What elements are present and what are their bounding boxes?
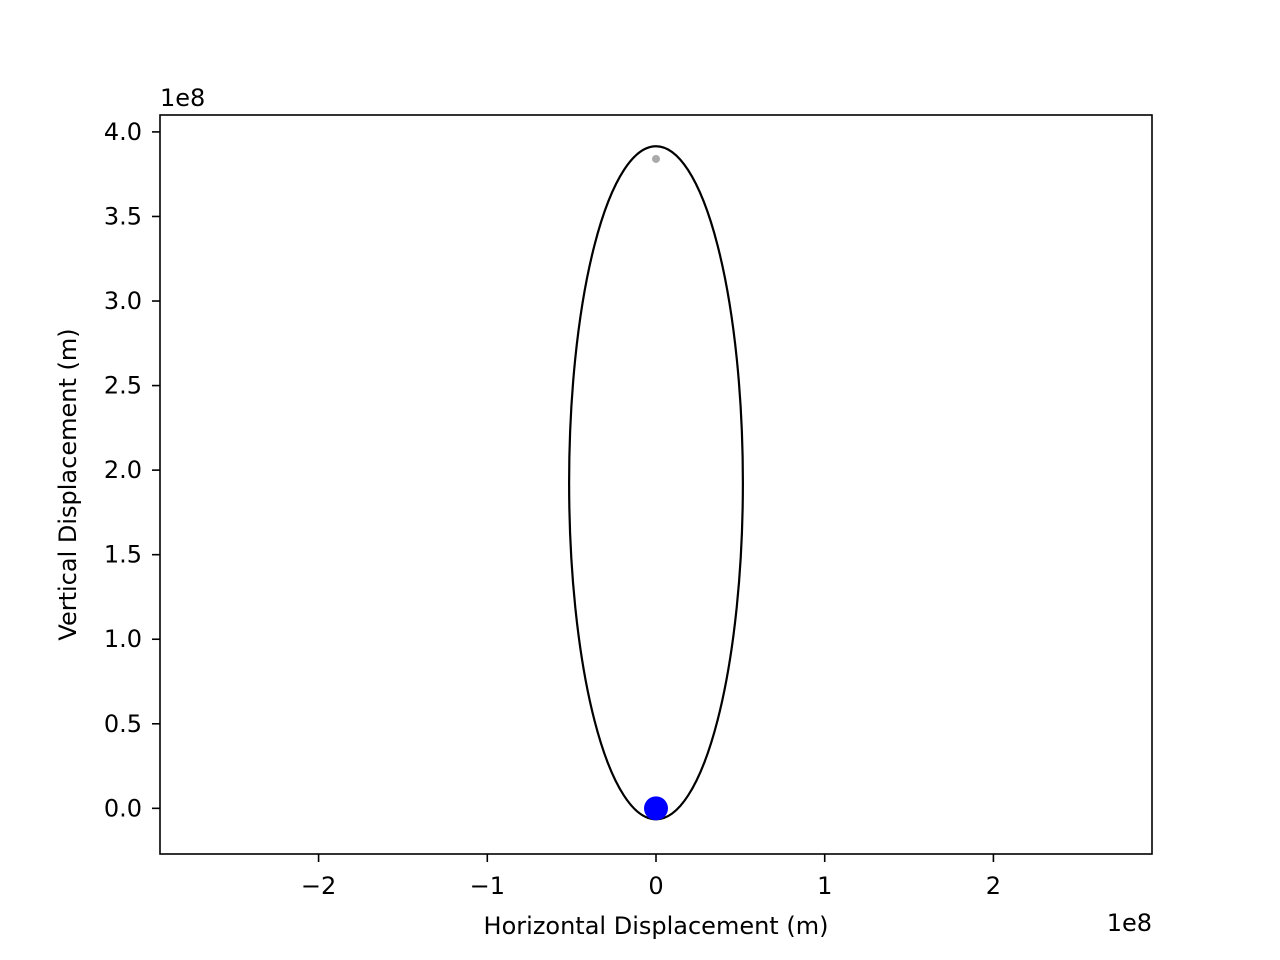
x-tick-label: 2 [986,872,1001,900]
x-axis-offset-text: 1e8 [1107,909,1152,937]
x-tick-label: −1 [470,872,505,900]
plot-marks [568,145,744,821]
x-tick-label: 1 [817,872,832,900]
y-tick-label: 2.5 [104,372,142,400]
y-tick-label: 2.0 [104,456,142,484]
earth-point [644,796,668,821]
y-axis-offset-text: 1e8 [160,84,205,112]
y-tick-label: 1.0 [104,625,142,653]
y-tick-label: 0.5 [104,710,142,738]
y-tick-label: 3.5 [104,202,142,230]
y-axis-label: Vertical Displacement (m) [54,328,82,640]
x-tick-label: 0 [648,872,663,900]
plot-frame [159,114,1153,855]
orbit-path [568,145,744,821]
y-tick-label: 3.0 [104,287,142,315]
x-axis-label: Horizontal Displacement (m) [484,912,829,940]
x-tick-label: −2 [301,872,336,900]
y-tick-label: 0.0 [104,794,142,822]
x-axis-ticks: −2 −1 0 1 2 [301,854,1001,900]
moon-point [652,154,660,163]
y-tick-label: 1.5 [104,541,142,569]
y-tick-label: 4.0 [104,118,142,146]
y-axis-ticks: 0.0 0.5 1.0 1.5 2.0 2.5 3.0 3.5 4.0 [104,118,160,822]
